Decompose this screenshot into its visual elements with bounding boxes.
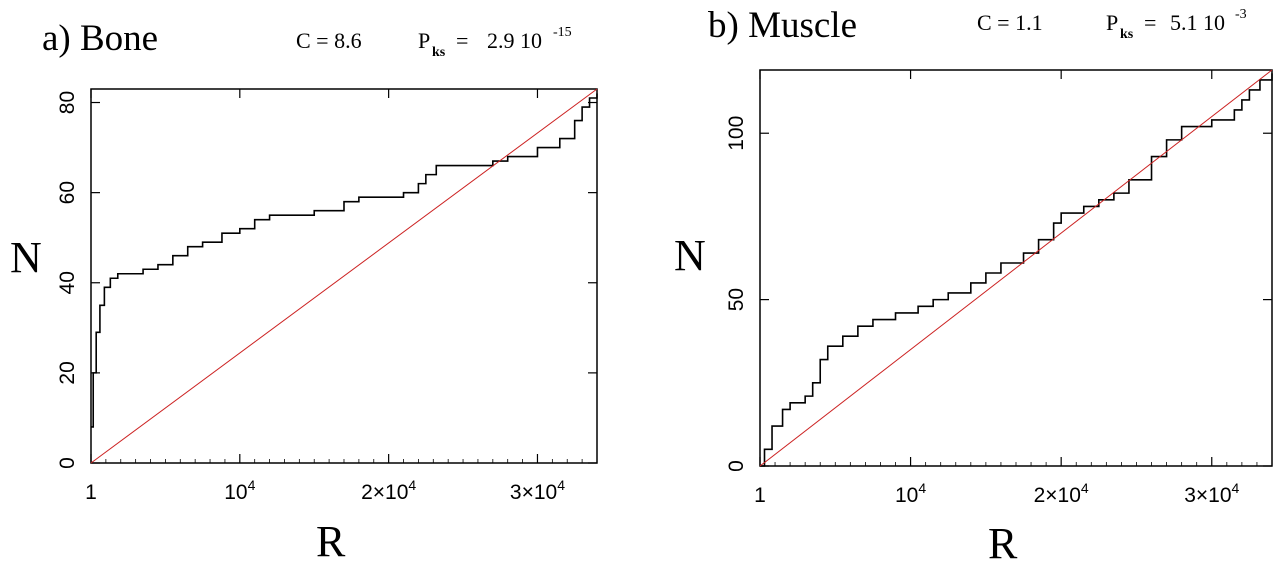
uniform-reference-line xyxy=(759,69,1273,467)
stat-p-exponent: -15 xyxy=(553,25,572,40)
x-tick-label-base: 1 xyxy=(754,484,766,507)
x-axis-label: R xyxy=(316,517,346,565)
x-tick-label: 1 xyxy=(85,481,97,504)
cumulative-step-line xyxy=(91,93,598,428)
x-tick-label: 2×104 xyxy=(361,477,416,504)
stat-c: C = 8.6 xyxy=(296,28,362,53)
y-axis-label: N xyxy=(674,231,706,280)
stat-p-equals: = xyxy=(456,28,468,53)
stat-c: C = 1.1 xyxy=(977,10,1043,35)
x-tick-label: 3×104 xyxy=(1184,480,1239,507)
y-tick-label: 100 xyxy=(725,116,748,151)
y-tick-label: 40 xyxy=(56,271,79,294)
x-tick-label-base: 3×10 xyxy=(1184,484,1231,507)
stat-p-subscript: ks xyxy=(1120,27,1134,42)
x-tick-label: 3×104 xyxy=(510,477,565,504)
y-tick-label: 0 xyxy=(725,460,748,472)
cumulative-step-line xyxy=(760,73,1273,467)
y-tick-label: 50 xyxy=(725,288,748,311)
stat-p-value: 2.9 10 xyxy=(487,28,542,53)
y-tick-label: 0 xyxy=(56,457,79,469)
x-tick-label-exponent: 4 xyxy=(408,477,416,493)
stat-p-letter: P xyxy=(418,28,430,53)
y-axis-label: N xyxy=(10,233,42,282)
x-tick-label-base: 2×10 xyxy=(361,481,408,504)
x-tick-label: 104 xyxy=(224,477,255,504)
x-tick-label-base: 10 xyxy=(895,484,918,507)
x-tick-label-exponent: 4 xyxy=(557,477,565,493)
x-tick-label-exponent: 4 xyxy=(248,477,256,493)
panel-muscle: b) Muscle C = 1.1 P ks = 5.1 10 -3 N R 0… xyxy=(674,5,1273,565)
stat-p-equals: = xyxy=(1144,10,1156,35)
stat-p-exponent: -3 xyxy=(1235,7,1247,22)
panel-title: a) Bone xyxy=(42,18,158,59)
y-tick-label: 20 xyxy=(56,361,79,384)
x-tick-label-exponent: 4 xyxy=(918,480,926,496)
stat-p-letter: P xyxy=(1106,10,1118,35)
y-tick-label: 60 xyxy=(56,181,79,204)
y-tick-label: 80 xyxy=(56,91,79,114)
x-tick-label: 2×104 xyxy=(1034,480,1089,507)
x-axis-label: R xyxy=(988,519,1018,565)
x-tick-label: 1 xyxy=(754,484,766,507)
x-tick-label-exponent: 4 xyxy=(1232,480,1240,496)
x-tick-label-exponent: 4 xyxy=(1081,480,1089,496)
panel-bone: a) Bone C = 8.6 P ks = 2.9 10 -15 N R 0 2… xyxy=(10,18,598,565)
x-tick-label: 104 xyxy=(895,480,926,507)
x-tick-label-base: 3×10 xyxy=(510,481,557,504)
stat-p-subscript: ks xyxy=(432,45,446,60)
stat-p-value: 5.1 10 xyxy=(1170,10,1225,35)
uniform-reference-line xyxy=(90,88,598,464)
panel-title: b) Muscle xyxy=(708,5,857,46)
x-tick-label-base: 2×10 xyxy=(1034,484,1081,507)
x-tick-label-base: 1 xyxy=(85,481,97,504)
x-tick-label-base: 10 xyxy=(224,481,247,504)
